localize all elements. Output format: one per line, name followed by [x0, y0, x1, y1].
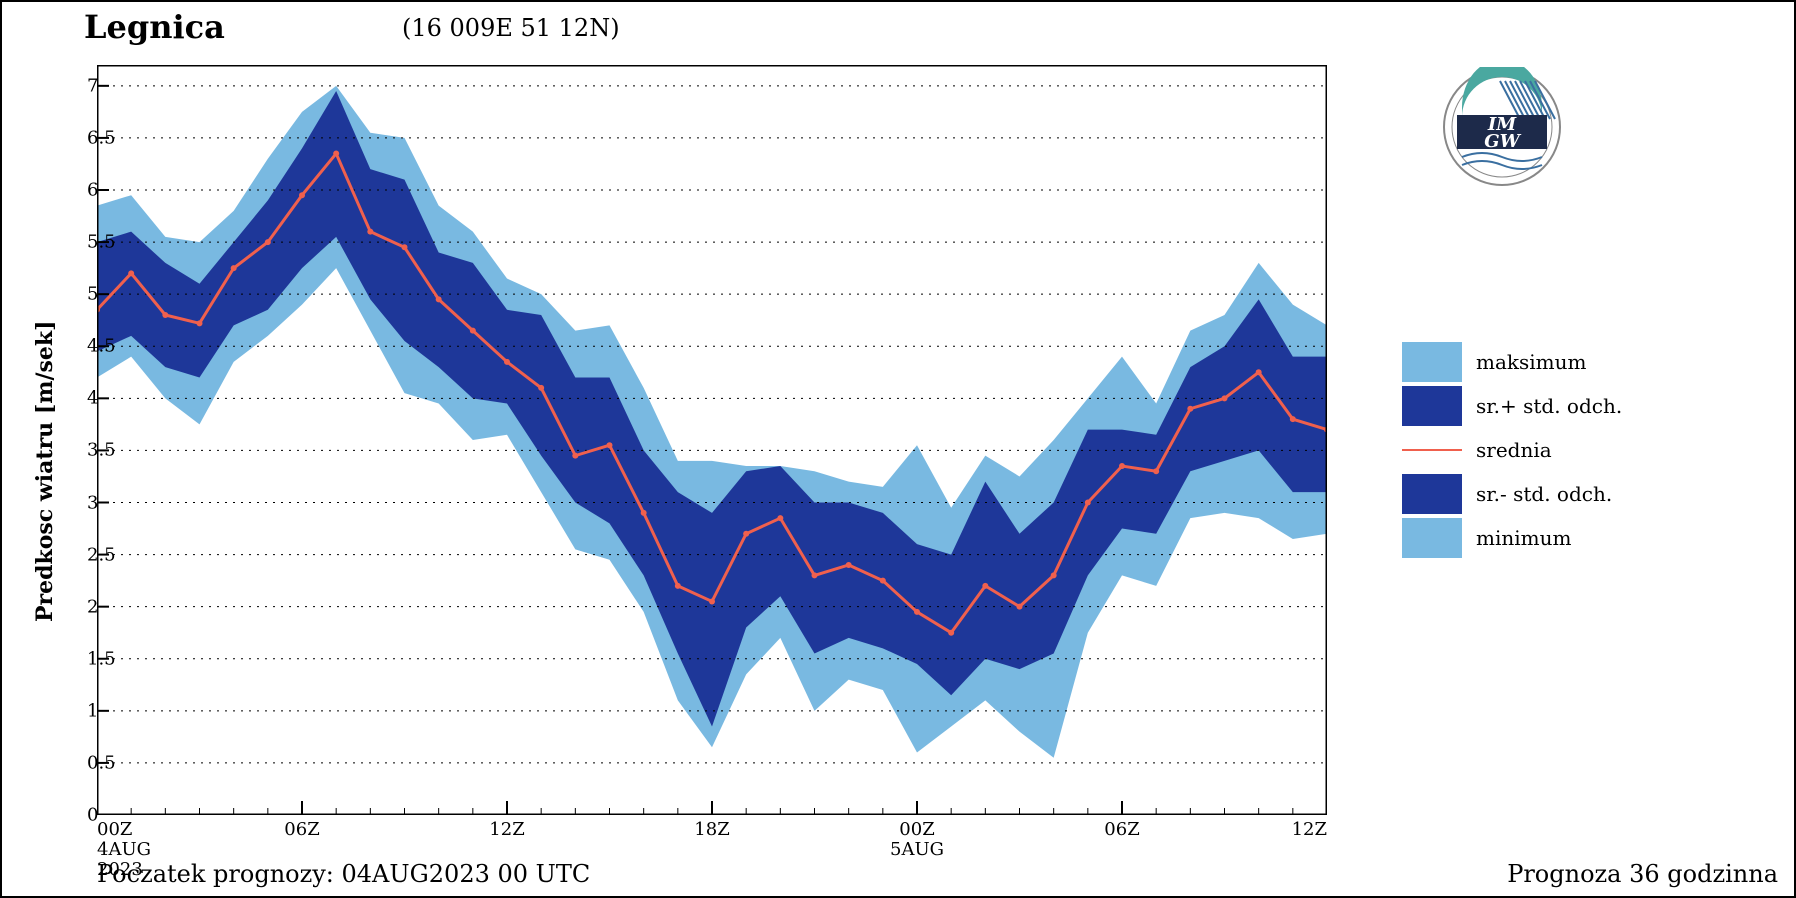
mean-marker: [504, 359, 510, 365]
plot-area: [97, 65, 1327, 815]
y-axis-label: Predkosc wiatru [m/sek]: [32, 320, 58, 622]
xtick-label: 00Z: [97, 819, 132, 840]
mean-marker: [777, 515, 783, 521]
mean-marker: [1222, 395, 1228, 401]
legend-label: sr.- std. odch.: [1476, 482, 1612, 506]
legend: maksimum sr.+ std. odch. srednia sr.- std. …: [1402, 340, 1622, 560]
legend-swatch: [1402, 386, 1462, 426]
legend-line: [1402, 449, 1462, 451]
legend-row: srednia: [1402, 428, 1622, 472]
mean-marker: [1119, 463, 1125, 469]
mean-marker: [607, 442, 613, 448]
mean-marker: [265, 239, 271, 245]
mean-marker: [1153, 468, 1159, 474]
mean-marker: [743, 531, 749, 537]
mean-marker: [436, 296, 442, 302]
mean-marker: [162, 312, 168, 318]
forecast-length-label: Prognoza 36 godzinna: [1507, 860, 1778, 888]
legend-label: minimum: [1476, 526, 1571, 550]
xtick-label: 18Z: [694, 819, 729, 840]
mean-marker: [538, 385, 544, 391]
mean-marker: [914, 609, 920, 615]
mean-marker: [1085, 500, 1091, 506]
svg-text:GW: GW: [1484, 131, 1521, 152]
mean-marker: [402, 244, 408, 250]
xtick-label: 12Z: [489, 819, 524, 840]
xtick-label: 5AUG: [890, 839, 944, 860]
mean-marker: [641, 510, 647, 516]
legend-row: maksimum: [1402, 340, 1622, 384]
mean-marker: [675, 583, 681, 589]
legend-label: srednia: [1476, 438, 1552, 462]
mean-marker: [709, 598, 715, 604]
mean-marker: [470, 328, 476, 334]
mean-marker: [982, 583, 988, 589]
mean-marker: [1290, 416, 1296, 422]
legend-row: minimum: [1402, 516, 1622, 560]
plot-svg: [97, 65, 1327, 815]
mean-marker: [948, 630, 954, 636]
mean-marker: [1187, 406, 1193, 412]
mean-marker: [128, 270, 134, 276]
mean-marker: [880, 578, 886, 584]
chart-frame: Legnica (16 009E 51 12N) Predkosc wiatru…: [0, 0, 1796, 898]
xtick-label: 06Z: [1104, 819, 1139, 840]
mean-marker: [812, 572, 818, 578]
chart-title-city: Legnica: [84, 8, 225, 46]
forecast-start-label: Poczatek prognozy: 04AUG2023 00 UTC: [97, 860, 590, 888]
mean-marker: [1051, 572, 1057, 578]
legend-label: sr.+ std. odch.: [1476, 394, 1622, 418]
mean-marker: [231, 265, 237, 271]
logo-svg: IMGW: [1442, 67, 1562, 187]
legend-row: sr.+ std. odch.: [1402, 384, 1622, 428]
mean-marker: [846, 562, 852, 568]
xtick-label: 00Z: [899, 819, 934, 840]
mean-marker: [1256, 369, 1262, 375]
imgw-logo: IMGW: [1442, 67, 1562, 187]
xtick-label: 06Z: [284, 819, 319, 840]
mean-marker: [367, 229, 373, 235]
mean-marker: [197, 320, 203, 326]
legend-row: sr.- std. odch.: [1402, 472, 1622, 516]
legend-label: maksimum: [1476, 350, 1586, 374]
xtick-label: 4AUG: [97, 839, 151, 860]
legend-swatch: [1402, 474, 1462, 514]
mean-marker: [299, 192, 305, 198]
legend-swatch: [1402, 342, 1462, 382]
mean-marker: [333, 151, 339, 157]
xtick-label: 12Z: [1292, 819, 1327, 840]
mean-marker: [572, 453, 578, 459]
legend-swatch: [1402, 518, 1462, 558]
mean-marker: [1017, 604, 1023, 610]
chart-title-coords: (16 009E 51 12N): [402, 14, 620, 42]
